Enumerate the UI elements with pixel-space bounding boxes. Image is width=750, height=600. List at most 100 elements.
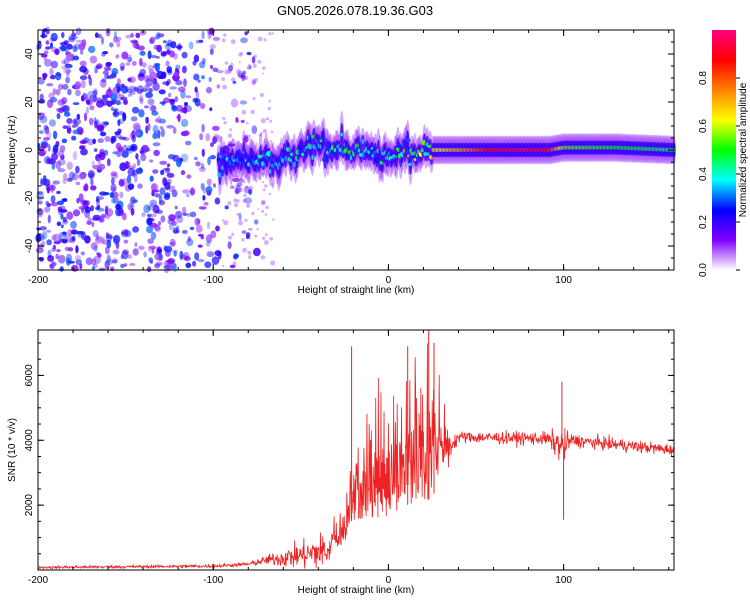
noise-speck (147, 123, 151, 131)
noise-speck (244, 134, 248, 140)
noise-speck (52, 180, 60, 185)
noise-speck (166, 79, 171, 85)
noise-speck (97, 253, 102, 258)
noise-speck (228, 141, 232, 144)
noise-speck (89, 105, 95, 111)
noise-speck (97, 163, 106, 171)
noise-speck (42, 178, 51, 187)
noise-speck (227, 143, 236, 147)
noise-speck (198, 206, 207, 210)
noise-speck (208, 77, 212, 82)
noise-speck (165, 60, 170, 67)
noise-speck (185, 95, 192, 99)
noise-speck (247, 134, 251, 138)
noise-speck (97, 138, 104, 144)
noise-speck (66, 211, 74, 220)
noise-speck (66, 118, 73, 124)
noise-speck (209, 44, 216, 49)
noise-speck (168, 214, 176, 222)
noise-speck (164, 245, 173, 253)
noise-speck (94, 32, 99, 38)
noise-speck (63, 111, 71, 117)
noise-speck (37, 200, 43, 205)
noise-speck (169, 50, 175, 58)
noise-speck (149, 36, 156, 44)
noise-speck (139, 97, 144, 105)
snr-x-ticks: -200 -100 0 100 (28, 330, 670, 586)
noise-speck (97, 208, 105, 212)
noise-speck (72, 118, 78, 127)
noise-speck (182, 251, 190, 260)
noise-speck (122, 112, 127, 122)
noise-speck (240, 37, 248, 44)
noise-speck (49, 74, 56, 80)
noise-speck (50, 202, 59, 207)
noise-speck (46, 239, 52, 246)
noise-speck (72, 151, 78, 161)
spectrogram-marks (35, 26, 677, 274)
snr-y-tick-label: 4000 (24, 429, 35, 452)
noise-speck (130, 32, 134, 38)
noise-speck (260, 118, 266, 124)
noise-speck (50, 195, 56, 203)
noise-speck (246, 121, 249, 125)
noise-speck (158, 118, 166, 124)
noise-speck (145, 116, 149, 124)
noise-speck (37, 112, 46, 116)
noise-speck (50, 184, 54, 193)
noise-speck (245, 185, 248, 189)
noise-speck (231, 232, 235, 236)
noise-speck (162, 40, 167, 44)
noise-speck (167, 154, 176, 160)
snr-y-label: SNR (10 * v/v) (7, 418, 18, 482)
noise-speck (222, 84, 227, 90)
noise-speck (58, 207, 63, 216)
noise-speck (55, 88, 61, 96)
noise-speck (112, 135, 117, 143)
noise-speck (257, 36, 263, 42)
noise-speck (240, 74, 246, 79)
noise-speck (236, 212, 240, 216)
noise-speck (61, 59, 66, 65)
noise-speck (120, 65, 125, 71)
noise-speck (166, 172, 175, 178)
noise-speck (41, 29, 45, 39)
noise-speck (167, 69, 173, 76)
noise-speck (172, 227, 179, 235)
noise-speck (45, 46, 51, 50)
noise-speck (268, 192, 272, 196)
noise-speck (166, 42, 172, 47)
noise-speck (269, 182, 274, 187)
noise-speck (127, 161, 131, 168)
noise-speck (224, 61, 229, 65)
noise-speck (182, 212, 188, 216)
noise-speck (58, 232, 63, 241)
ridge-core (219, 154, 224, 159)
noise-speck (206, 251, 215, 258)
noise-speck (270, 260, 276, 266)
noise-speck (154, 263, 161, 269)
noise-speck (120, 96, 128, 101)
noise-speck (268, 32, 272, 36)
noise-speck (239, 100, 248, 105)
noise-speck (237, 120, 240, 123)
noise-speck (194, 217, 200, 226)
noise-speck (84, 235, 91, 244)
noise-speck (90, 185, 97, 191)
noise-speck (81, 200, 86, 204)
noise-speck (253, 54, 257, 58)
spectrogram-x-tick-label: -200 (28, 275, 48, 286)
noise-speck (228, 64, 233, 72)
ridge-core (427, 144, 433, 149)
noise-speck (96, 125, 104, 132)
noise-speck (72, 45, 78, 53)
noise-speck (105, 62, 111, 68)
noise-speck (125, 62, 131, 66)
ridge-core (361, 138, 364, 145)
noise-speck (234, 174, 238, 178)
noise-speck (201, 123, 205, 133)
noise-speck (170, 41, 177, 49)
noise-speck (60, 209, 68, 213)
snr-y-tick-label: 6000 (24, 364, 35, 387)
noise-speck (98, 215, 104, 223)
